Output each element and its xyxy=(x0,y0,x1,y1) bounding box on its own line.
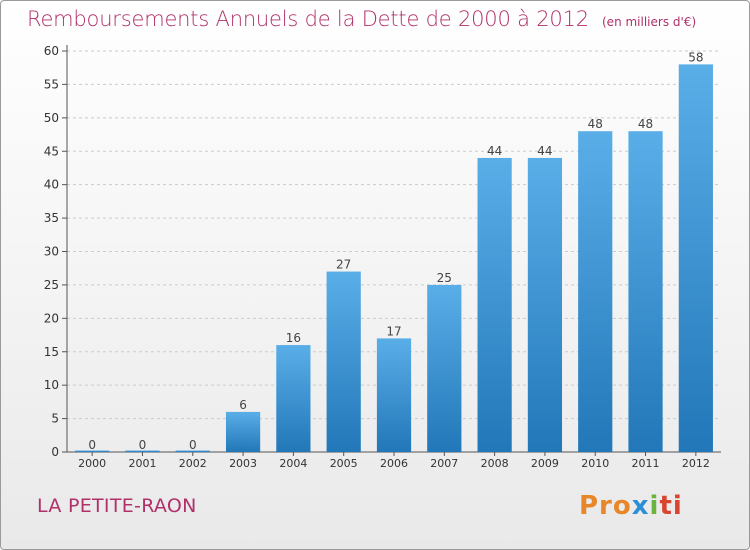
y-tick-label: 25 xyxy=(44,278,59,292)
bars xyxy=(75,64,713,452)
data-label: 44 xyxy=(487,144,502,158)
logo-part-1: Pro xyxy=(579,491,632,521)
bar-2008[interactable] xyxy=(477,157,512,452)
data-label: 17 xyxy=(386,324,401,338)
chart-title-text: Remboursements Annuels de la Dette de 20… xyxy=(27,7,589,31)
x-tick-label: 2002 xyxy=(179,457,207,470)
data-label: 16 xyxy=(286,331,301,345)
commune-name: LA PETITE-RAON xyxy=(37,495,197,517)
x-tick-label: 2000 xyxy=(78,457,106,470)
proxiti-logo[interactable]: Proxiti xyxy=(579,491,683,521)
x-tick-label: 2001 xyxy=(128,457,156,470)
bar-2012[interactable] xyxy=(678,64,713,452)
x-tick-label: 2007 xyxy=(430,457,458,470)
x-tick-label: 2006 xyxy=(380,457,408,470)
y-tick-label: 20 xyxy=(44,311,59,325)
y-tick-label: 10 xyxy=(44,378,59,392)
bar-2003[interactable] xyxy=(225,411,261,452)
bar-2011[interactable] xyxy=(628,131,663,452)
chart-unit: (en milliers d'€) xyxy=(602,15,697,29)
x-tick-label: 2012 xyxy=(682,457,710,470)
x-tick-label: 2004 xyxy=(279,457,307,470)
x-tick-label: 2008 xyxy=(481,457,509,470)
x-tick-label: 2005 xyxy=(330,457,358,470)
data-label: 0 xyxy=(189,438,197,452)
logo-part-3: i xyxy=(649,491,660,521)
x-tick-label: 2010 xyxy=(581,457,609,470)
logo-part-4: ti xyxy=(659,491,683,521)
data-label: 0 xyxy=(139,438,147,452)
y-tick-label: 55 xyxy=(44,77,59,91)
bar-2007[interactable] xyxy=(427,284,462,452)
bar-2002[interactable] xyxy=(175,450,210,453)
data-label: 25 xyxy=(437,271,452,285)
bar-2005[interactable] xyxy=(326,271,361,452)
bar-2000[interactable] xyxy=(75,450,110,453)
x-tick-label: 2011 xyxy=(632,457,660,470)
y-tick-label: 15 xyxy=(44,345,59,359)
bar-2009[interactable] xyxy=(527,157,563,452)
bar-2006[interactable] xyxy=(376,338,412,452)
y-tick-label: 30 xyxy=(44,245,59,259)
data-label: 58 xyxy=(688,50,703,64)
bar-2004[interactable] xyxy=(276,345,311,452)
y-tick-label: 50 xyxy=(44,111,59,125)
data-label: 44 xyxy=(537,144,552,158)
y-tick-label: 45 xyxy=(44,144,59,158)
logo-part-2: x xyxy=(631,491,650,521)
labels: 0 5 10 15 20 25 30 35 40 45 50 55 60 2000 0 2001 0 2002 0 2… xyxy=(44,44,710,470)
bar-2001[interactable] xyxy=(125,450,160,453)
x-tick-label: 2009 xyxy=(531,457,559,470)
data-label: 6 xyxy=(239,398,247,412)
data-label: 0 xyxy=(88,438,96,452)
x-tick-label: 2003 xyxy=(229,457,257,470)
y-tick-label: 40 xyxy=(44,178,59,192)
y-tick-label: 0 xyxy=(51,445,59,459)
data-label: 27 xyxy=(336,258,351,272)
data-label: 48 xyxy=(588,117,603,131)
y-tick-label: 5 xyxy=(51,412,59,426)
y-tick-label: 60 xyxy=(44,44,59,58)
y-tick-label: 35 xyxy=(44,211,59,225)
bar-2010[interactable] xyxy=(578,131,613,452)
data-label: 48 xyxy=(638,117,653,131)
chart-title: Remboursements Annuels de la Dette de 20… xyxy=(27,7,696,31)
